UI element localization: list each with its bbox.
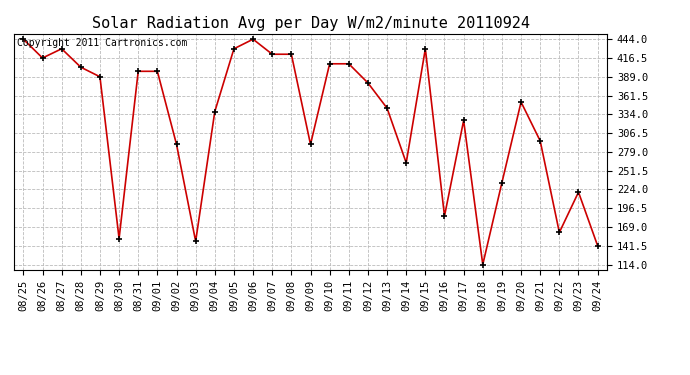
Title: Solar Radiation Avg per Day W/m2/minute 20110924: Solar Radiation Avg per Day W/m2/minute … xyxy=(92,16,529,31)
Text: Copyright 2011 Cartronics.com: Copyright 2011 Cartronics.com xyxy=(17,39,187,48)
